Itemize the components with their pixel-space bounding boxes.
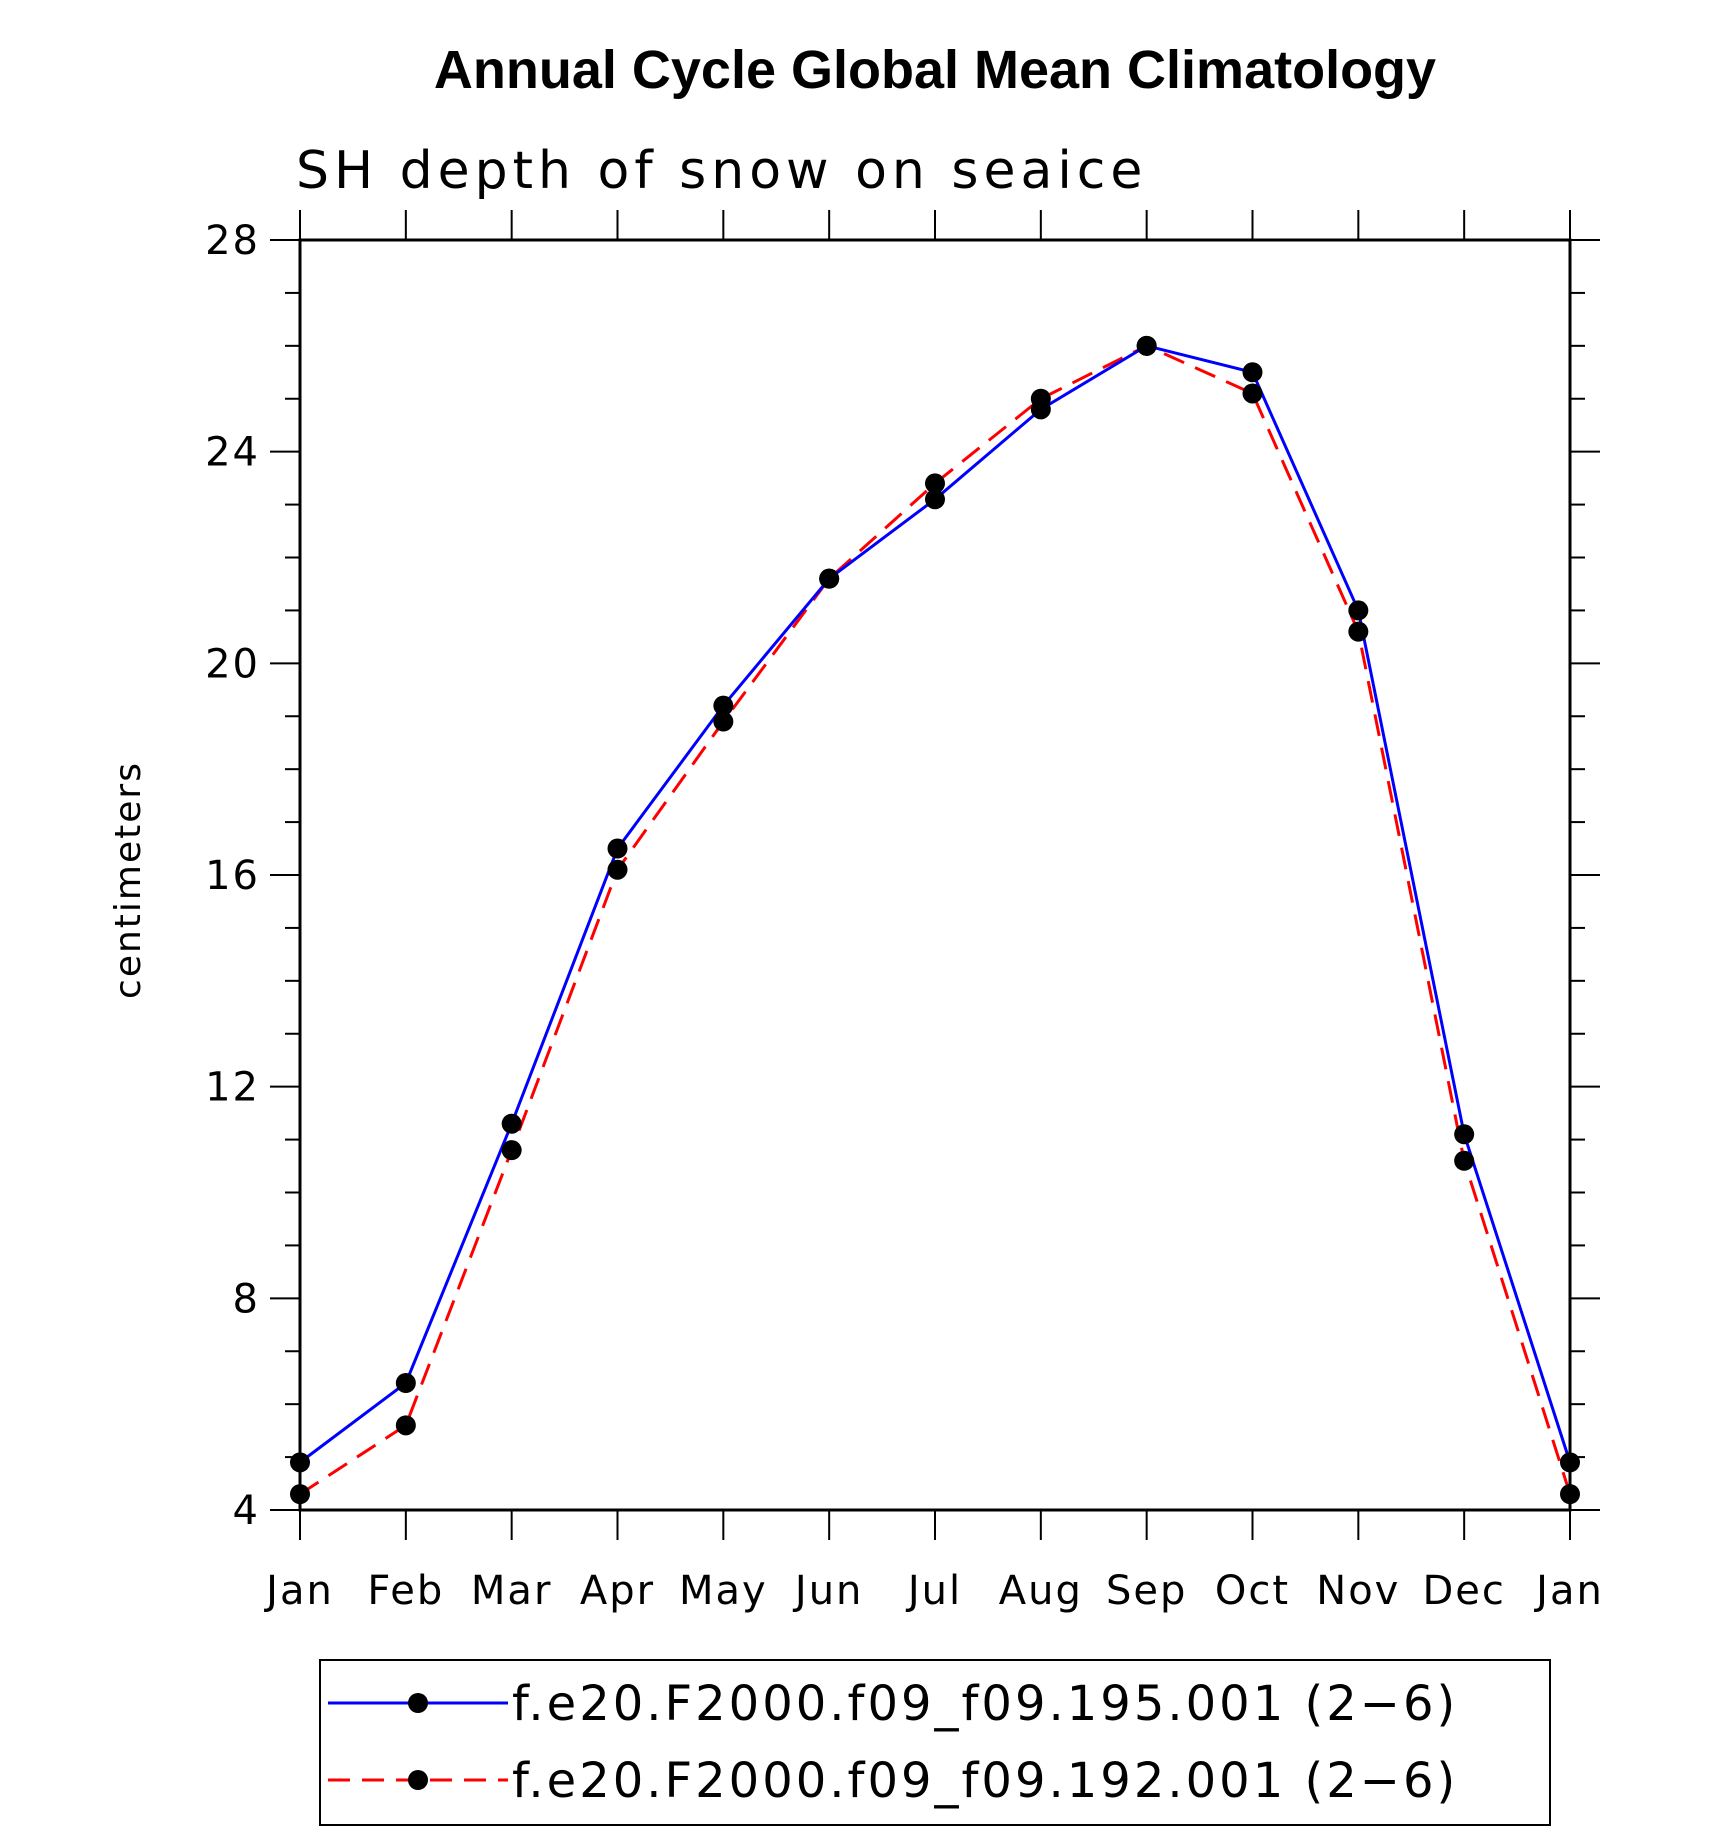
y-tick-label: 24 <box>205 430 260 476</box>
legend-entry-1: f.e20.F2000.f09_f09.195.001 (2−6) <box>328 1676 1458 1732</box>
series-2-point <box>395 1415 416 1436</box>
series-2-point <box>925 473 945 494</box>
series-2-point <box>290 1484 310 1505</box>
chart-subtitle: SH depth of snow on seaice <box>296 141 1147 201</box>
legend-entries: f.e20.F2000.f09_f09.195.001 (2−6) f.e20.F… <box>328 1676 1458 1809</box>
series-2-point <box>1242 383 1263 404</box>
chart-title: Annual Cycle Global Mean Climatology <box>434 40 1436 100</box>
legend-marker <box>408 1693 428 1713</box>
x-tick-label: Feb <box>367 1568 444 1614</box>
x-tick-label: Aug <box>999 1568 1083 1614</box>
x-tick-label: Jan <box>1533 1568 1604 1614</box>
y-tick-label: 12 <box>205 1065 260 1111</box>
x-tick-label: Jul <box>905 1568 962 1614</box>
x-tick-label: Sep <box>1106 1568 1187 1614</box>
series-1-point <box>1560 1452 1580 1473</box>
series-2-point <box>1136 335 1157 356</box>
y-tick-label: 8 <box>233 1276 260 1322</box>
series-1-point <box>925 489 945 510</box>
series-1-point <box>290 1452 310 1473</box>
x-tick-label: Jun <box>792 1568 864 1614</box>
y-axis-ticks <box>270 239 1600 1511</box>
series-2-point <box>713 711 734 732</box>
legend-marker <box>408 1770 428 1790</box>
x-tick-label: Apr <box>580 1568 655 1614</box>
series-2-point <box>1030 388 1051 409</box>
x-tick-label: Oct <box>1215 1568 1290 1614</box>
series-2-point <box>1560 1484 1580 1505</box>
series-2-point <box>1454 1150 1475 1171</box>
series-1-point <box>607 838 628 859</box>
series-1-point <box>501 1113 522 1134</box>
x-tick-label: May <box>679 1568 768 1614</box>
series-2-point <box>819 568 840 589</box>
series-1-point <box>1242 362 1263 383</box>
series-line-1 <box>299 344 1572 1464</box>
y-tick-label: 28 <box>205 218 260 264</box>
series-layer <box>290 335 1580 1505</box>
series-2-point <box>501 1140 522 1161</box>
legend-label: f.e20.F2000.f09_f09.192.001 (2−6) <box>512 1753 1458 1809</box>
plot-frame <box>298 238 1572 1512</box>
x-tick-label: Jan <box>263 1568 334 1614</box>
y-tick-label: 16 <box>205 853 260 899</box>
x-tick-label: Nov <box>1316 1568 1400 1614</box>
y-axis-tick-labels: 4 8 12 16 20 24 28 <box>205 218 260 1534</box>
series-1-point <box>1454 1124 1475 1145</box>
legend: f.e20.F2000.f09_f09.195.001 (2−6) f.e20.F… <box>319 1659 1551 1826</box>
x-axis-ticks <box>299 210 1571 1540</box>
y-tick-label: 4 <box>233 1488 260 1534</box>
series-line-2 <box>299 344 1572 1496</box>
y-axis-label: centimeters <box>108 761 149 999</box>
x-axis-tick-labels: Jan Feb Mar Apr May Jun Jul Aug Sep Oct Nov Dec Jan <box>263 1568 1604 1614</box>
y-tick-label: 20 <box>205 641 260 687</box>
x-tick-label: Mar <box>471 1568 552 1614</box>
series-1-point <box>1348 600 1369 621</box>
legend-entry-2: f.e20.F2000.f09_f09.192.001 (2−6) <box>328 1753 1458 1809</box>
series-2-point <box>1348 621 1369 642</box>
legend-label: f.e20.F2000.f09_f09.195.001 (2−6) <box>512 1676 1458 1732</box>
plot-area-border <box>298 238 1572 1512</box>
series-1-point <box>713 695 734 716</box>
series-1-point <box>395 1373 416 1393</box>
series-2-point <box>607 859 628 880</box>
x-tick-label: Dec <box>1422 1568 1505 1614</box>
legend-box <box>319 1659 1551 1826</box>
